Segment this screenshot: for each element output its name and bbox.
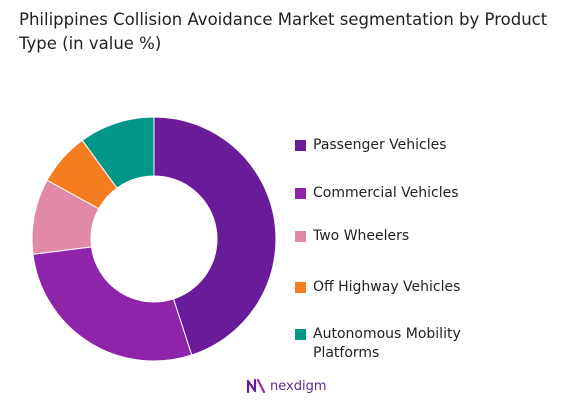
- legend-label: Autonomous Mobility Platforms: [313, 326, 461, 361]
- legend-item-commercial-vehicles: Commercial Vehicles: [295, 184, 513, 203]
- legend-label: Two Wheelers: [313, 228, 410, 244]
- legend-swatch: [295, 188, 306, 199]
- legend-item-passenger-vehicles: Passenger Vehicles: [295, 136, 513, 155]
- legend-label: Off Highway Vehicles: [313, 279, 461, 295]
- legend-swatch: [295, 140, 306, 151]
- donut-slices: [31, 116, 277, 362]
- donut-slice-passenger-vehicles: [153, 116, 277, 356]
- legend-item-two-wheelers: Two Wheelers: [295, 227, 513, 246]
- legend-item-off-highway-vehicles: Off Highway Vehicles: [295, 278, 513, 297]
- legend-label: Commercial Vehicles: [313, 185, 459, 201]
- donut-slice-autonomous-mobility-platforms: [81, 116, 155, 189]
- chart-legend: Passenger Vehicles Commercial Vehicles T…: [295, 130, 555, 370]
- nexdigm-logo: nexdigm: [246, 378, 326, 394]
- logo-text: nexdigm: [270, 378, 327, 394]
- legend-item-autonomous-mobility-platforms: Autonomous Mobility Platforms: [295, 325, 488, 363]
- legend-swatch: [295, 329, 306, 340]
- donut-slice-commercial-vehicles: [32, 246, 193, 362]
- legend-swatch: [295, 231, 306, 242]
- legend-label: Passenger Vehicles: [313, 137, 447, 153]
- nexdigm-logo-icon: [246, 378, 266, 394]
- chart-title: Philippines Collision Avoidance Market s…: [19, 10, 548, 53]
- legend-swatch: [295, 282, 306, 293]
